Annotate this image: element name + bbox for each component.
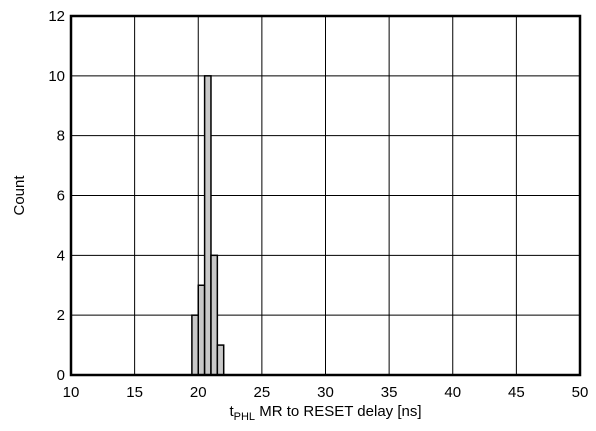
y-tick-label: 6 — [57, 188, 65, 205]
x-axis-title-subscript: PHL — [234, 411, 255, 423]
y-tick-label: 0 — [57, 367, 65, 384]
x-axis-title-main: t — [229, 403, 234, 420]
x-tick-labels: 10 15 20 25 30 35 40 45 50 — [63, 384, 589, 401]
x-tick-label: 40 — [444, 384, 461, 401]
x-axis-title: tPHL MR to RESET delay [ns] — [229, 403, 421, 423]
y-tick-labels: 0 2 4 6 8 10 12 — [48, 8, 65, 384]
x-axis-title-rest: MR to RESET delay [ns] — [255, 403, 421, 420]
grid — [70, 15, 581, 376]
histogram-bar — [197, 284, 206, 376]
histogram-bar — [203, 75, 212, 376]
y-tick-label: 2 — [57, 307, 65, 324]
x-tick-label: 25 — [254, 384, 271, 401]
plot-frame — [69, 14, 582, 377]
histogram-bars — [191, 75, 225, 376]
y-axis-title: Count — [11, 175, 28, 216]
x-tick-label: 30 — [317, 384, 334, 401]
histogram-bar — [210, 254, 219, 376]
histogram-bar — [216, 344, 225, 376]
y-tick-label: 10 — [48, 68, 65, 85]
x-tick-label: 15 — [126, 384, 143, 401]
x-tick-label: 50 — [572, 384, 589, 401]
y-tick-label: 8 — [57, 128, 65, 145]
y-tick-label: 4 — [57, 247, 65, 264]
y-tick-label: 12 — [48, 8, 65, 25]
x-tick-label: 35 — [381, 384, 398, 401]
x-tick-label: 10 — [63, 384, 80, 401]
histogram-bar — [191, 314, 199, 376]
x-tick-label: 45 — [508, 384, 525, 401]
x-tick-label: 20 — [190, 384, 207, 401]
